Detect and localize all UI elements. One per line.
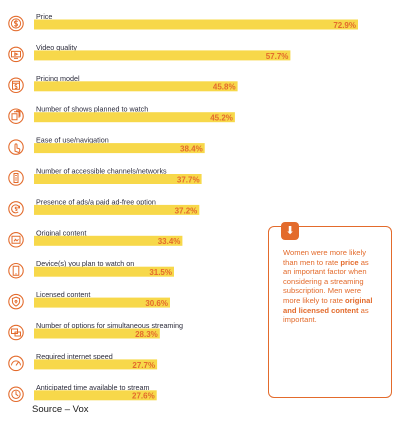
value-label: 28.3% xyxy=(135,330,158,339)
value-label: 30.6% xyxy=(145,299,168,308)
bar xyxy=(34,174,202,184)
video-icon xyxy=(8,46,24,63)
hand-icon xyxy=(8,139,24,155)
category-label: Ease of use/navigation xyxy=(36,136,109,145)
bar xyxy=(34,235,183,246)
bar xyxy=(34,204,200,215)
value-label: 33.4% xyxy=(158,237,181,246)
category-label: Number of accessible channels/networks xyxy=(36,167,167,176)
category-label: Device(s) you plan to watch on xyxy=(36,259,134,268)
multi-screen-icon xyxy=(8,324,24,341)
bar-row: Required internet speed 27.7% xyxy=(8,352,158,372)
value-label: 57.7% xyxy=(266,52,289,61)
category-label: Pricing model xyxy=(36,74,80,83)
value-label: 37.2% xyxy=(175,206,198,215)
value-label: 72.9% xyxy=(333,21,356,30)
bar xyxy=(34,297,170,308)
callout-emphasis: price xyxy=(340,257,359,267)
bar-row: Device(s) you plan to watch on 31.5% xyxy=(8,259,174,279)
bar-row: Price 72.9% xyxy=(8,12,358,32)
category-label: Number of options for simultaneous strea… xyxy=(36,321,183,330)
callout-text: Women were more likely than men to rate … xyxy=(283,248,379,325)
value-label: 31.5% xyxy=(149,268,172,277)
bar-row: Original content 33.4% xyxy=(8,228,183,248)
category-label: Anticipated time available to stream xyxy=(36,383,149,392)
bar-row: Number of options for simultaneous strea… xyxy=(8,321,183,341)
category-label: Original content xyxy=(36,228,86,237)
bar xyxy=(34,50,291,61)
value-label: 37.7% xyxy=(177,175,200,184)
callout-emphasis: original and licensed content xyxy=(283,295,373,315)
bar xyxy=(34,390,157,401)
bar xyxy=(34,81,238,92)
value-label: 27.6% xyxy=(132,392,155,401)
ad-free-icon xyxy=(8,201,24,217)
category-label: Presence of ads/a paid ad-free option xyxy=(36,197,156,206)
category-label: Price xyxy=(36,12,52,21)
bar-row: Licensed content 30.6% xyxy=(8,290,170,310)
bar xyxy=(34,19,358,30)
licensed-icon xyxy=(8,293,24,310)
category-label: Licensed content xyxy=(36,290,90,299)
remote-icon xyxy=(8,170,24,186)
callout-run: Women were more likely than men to rate xyxy=(283,248,366,267)
category-label: Video quality xyxy=(36,43,77,52)
callout-run: as an important factor when considering … xyxy=(283,257,369,305)
bar-row: Pricing model 45.8% xyxy=(8,74,238,94)
bar-row: Video quality 57.7% xyxy=(8,43,291,63)
bar-row: Number of accessible channels/networks 37… xyxy=(8,167,202,186)
callout-box xyxy=(268,226,392,398)
bar xyxy=(34,266,174,277)
bar-row: Number of shows planned to watch 45.2% xyxy=(8,105,235,124)
value-label: 27.7% xyxy=(132,361,155,370)
bar xyxy=(34,143,205,154)
callout-run: as important. xyxy=(283,305,369,325)
bar-row: Anticipated time available to stream27.6… xyxy=(8,383,157,403)
dollar-icon xyxy=(8,15,24,32)
device-icon xyxy=(8,262,24,279)
value-label: 38.4% xyxy=(180,145,203,154)
shows-icon xyxy=(8,108,24,124)
category-label: Required internet speed xyxy=(36,352,113,361)
speed-icon xyxy=(8,355,24,372)
clock-icon xyxy=(8,386,24,403)
value-label: 45.8% xyxy=(213,83,236,92)
original-content-icon xyxy=(8,232,24,248)
callout-arrow-icon: ⬇ xyxy=(281,222,299,240)
bar xyxy=(34,359,158,370)
bar-row: Presence of ads/a paid ad-free option 37.… xyxy=(8,197,200,217)
pricing-icon xyxy=(8,77,24,94)
source-caption: Source – Vox xyxy=(32,404,89,415)
bar xyxy=(34,328,160,339)
category-label: Number of shows planned to watch xyxy=(36,105,148,114)
bar xyxy=(34,112,235,123)
bar-row: Ease of use/navigation 38.4% xyxy=(8,136,205,155)
value-label: 45.2% xyxy=(210,114,233,123)
